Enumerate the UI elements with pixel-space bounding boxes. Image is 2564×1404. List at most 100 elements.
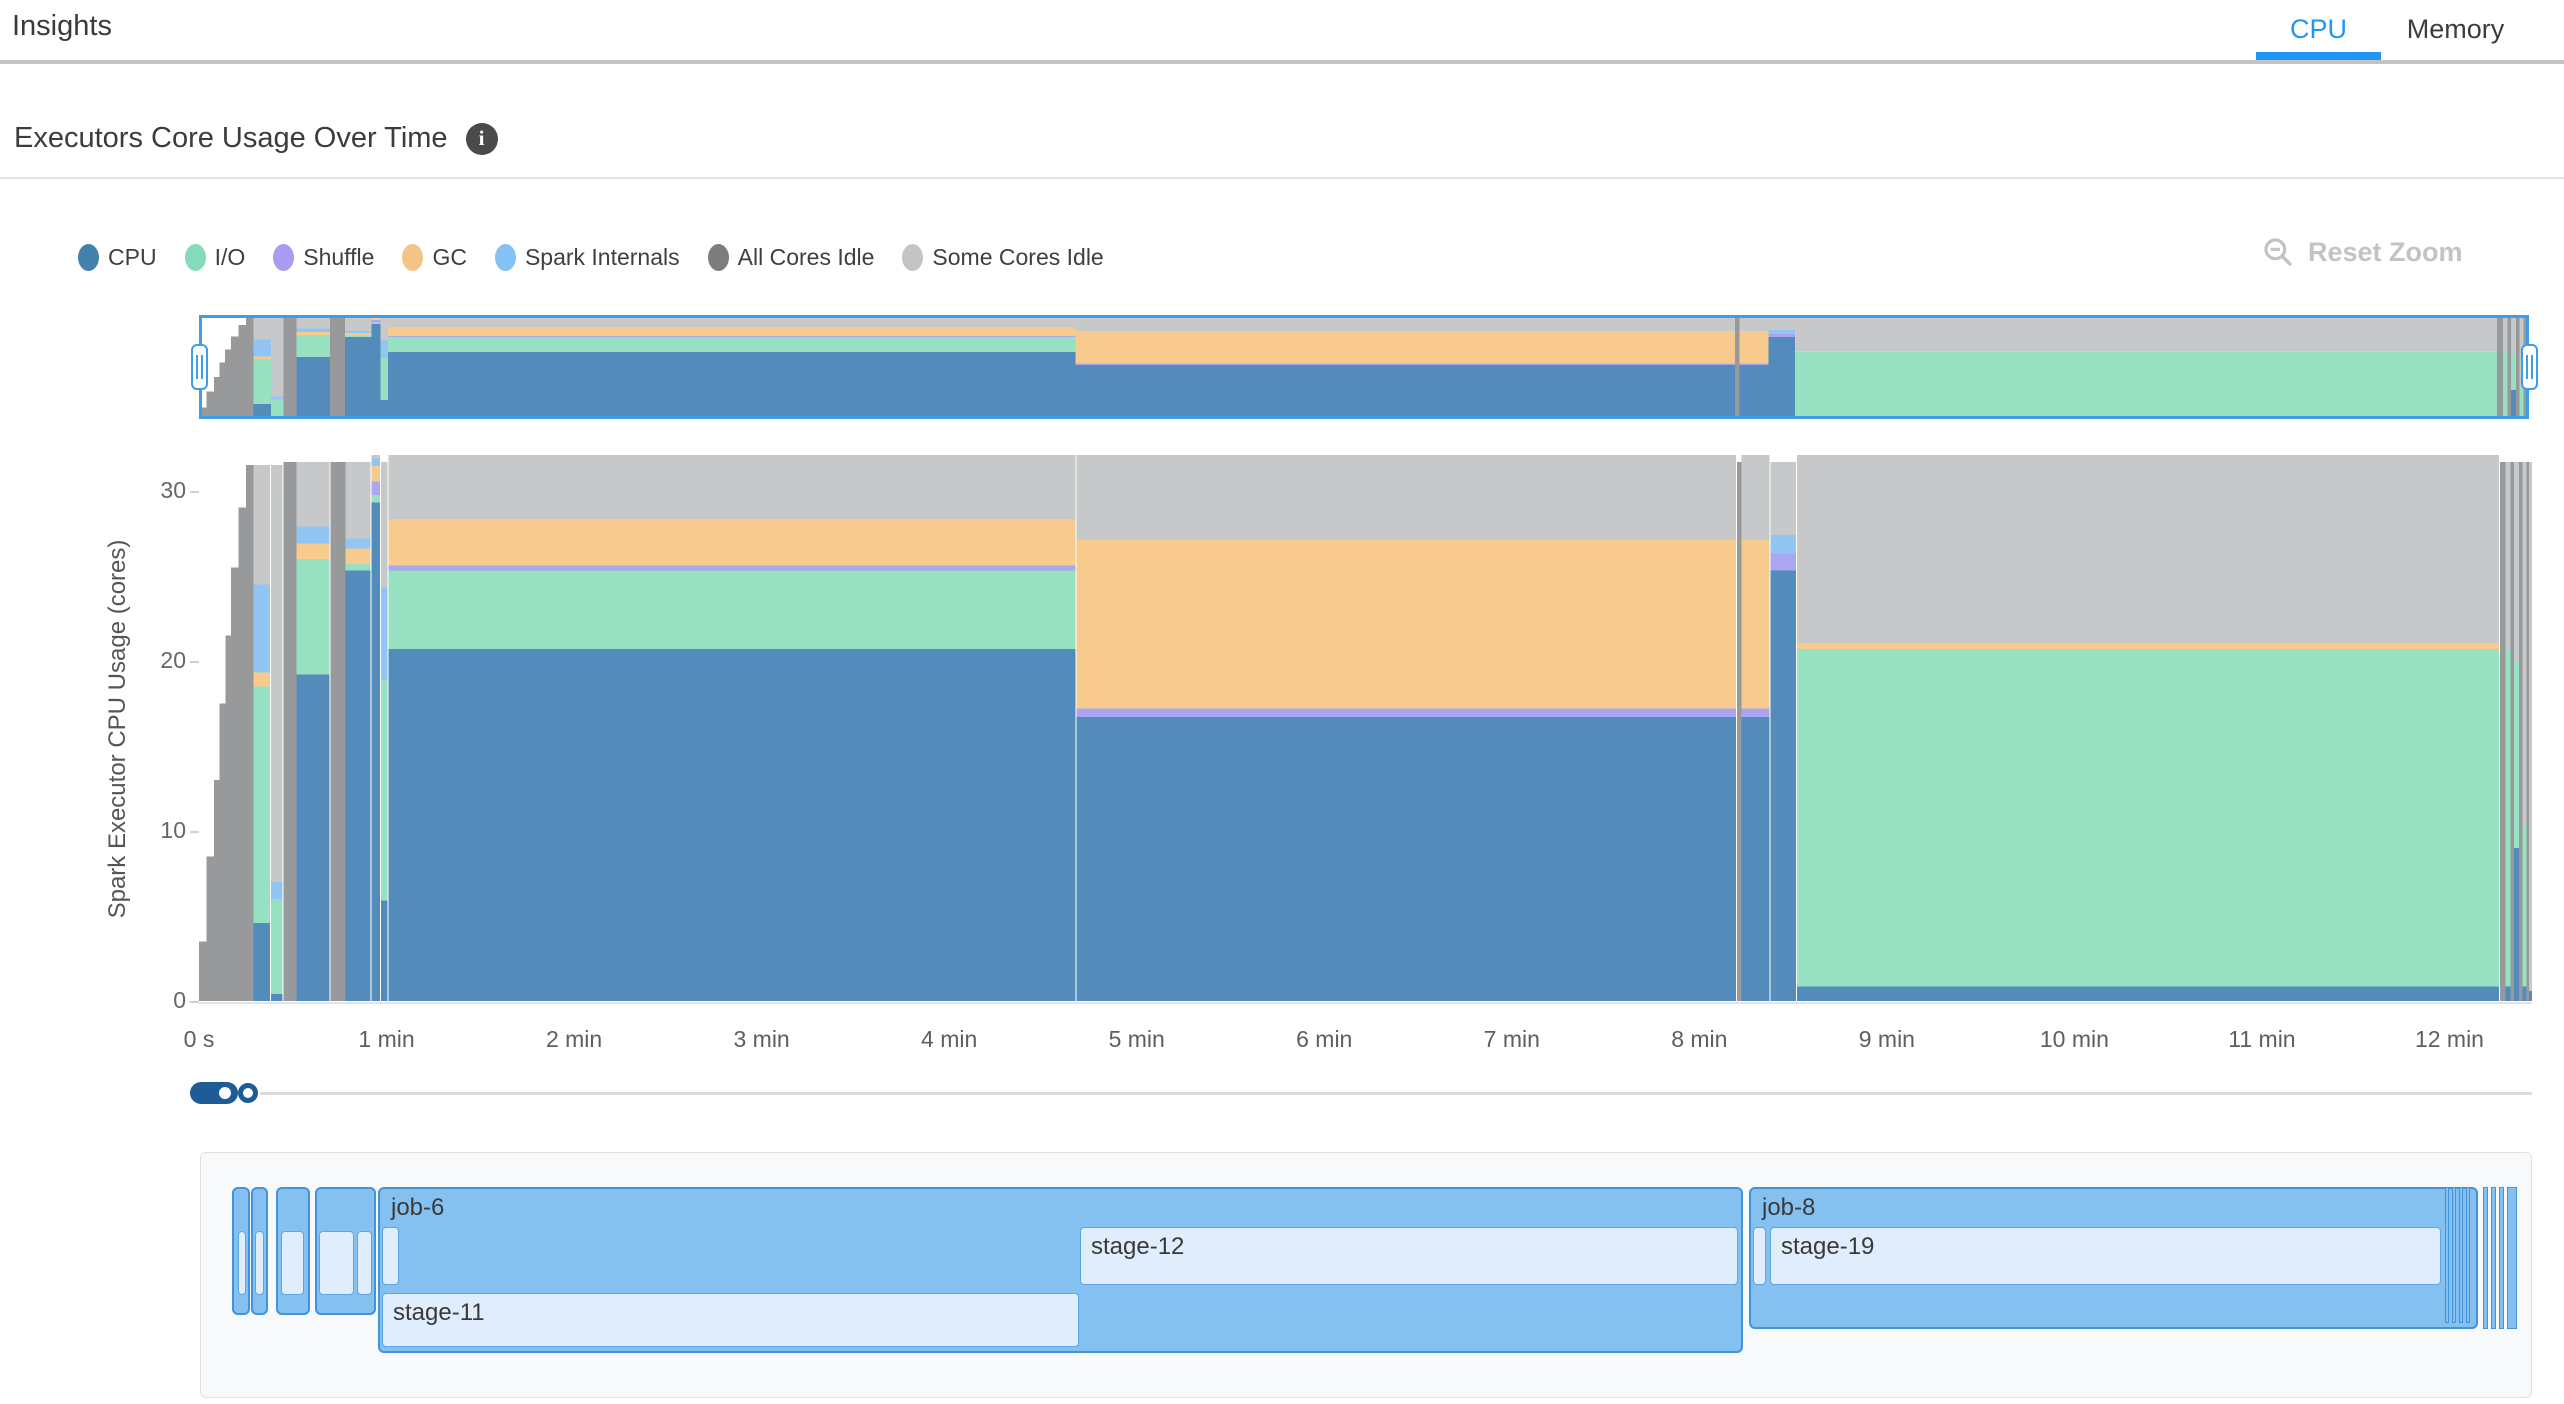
area-gc (371, 317, 381, 321)
brush-grip-icon (2526, 355, 2533, 379)
legend-item-cpu[interactable]: CPU (78, 244, 157, 271)
area-some-cores-idle (371, 315, 381, 316)
x-tick-label: 4 min (921, 1026, 978, 1052)
area-io (1796, 648, 2500, 987)
gantt-stage[interactable] (1753, 1227, 1766, 1285)
area-io (371, 494, 380, 503)
area-gc (296, 331, 331, 335)
y-tick-mark (190, 830, 199, 833)
area-all-cores-idle (1736, 461, 1742, 1001)
area-cpu (2511, 389, 2516, 419)
legend-item-shuffle[interactable]: Shuffle (273, 244, 374, 271)
area-some-cores-idle (1739, 315, 1769, 332)
gantt-job-stripe[interactable] (2491, 1187, 2496, 1329)
zoom-slider-track[interactable] (260, 1092, 2532, 1095)
tab-memory[interactable]: Memory (2406, 14, 2505, 44)
gantt-stage-label: stage-19 (1781, 1233, 1875, 1260)
gantt-job-stripe[interactable] (2452, 1187, 2456, 1323)
gantt-job-stripe[interactable] (2507, 1187, 2517, 1329)
area-internals (345, 330, 372, 333)
area-all-cores-idle (2510, 461, 2515, 1001)
area-all-cores-idle (283, 461, 297, 1001)
area-all-cores-idle (330, 461, 346, 1001)
legend-item-all_idle[interactable]: All Cores Idle (707, 244, 874, 271)
x-tick-label: 2 min (545, 1026, 603, 1052)
area-shuffle (1075, 363, 1735, 365)
area-all-cores-idle (238, 325, 246, 419)
area-all-cores-idle (230, 567, 239, 1001)
info-icon[interactable]: i (465, 122, 498, 155)
gantt-stage[interactable] (281, 1231, 304, 1295)
area-internals (271, 396, 284, 400)
gantt-stage-stage-11[interactable]: stage-11 (382, 1293, 1079, 1347)
area-all-cores-idle (206, 856, 214, 1001)
area-some-cores-idle (2529, 461, 2532, 991)
reset-zoom-button[interactable]: Reset Zoom (2262, 236, 2463, 268)
area-io (1794, 351, 2498, 417)
legend-item-some_idle[interactable]: Some Cores Idle (902, 244, 1104, 271)
area-cpu (380, 399, 389, 419)
area-internals (380, 587, 388, 680)
area-io (345, 335, 372, 338)
area-some-cores-idle (371, 455, 380, 459)
x-tick-label: 3 min (733, 1026, 790, 1052)
gantt-job-stripe[interactable] (2445, 1187, 2449, 1323)
overview-chart-canvas[interactable] (199, 315, 2529, 419)
area-all-cores-idle (219, 362, 226, 419)
gantt-stage[interactable] (255, 1231, 264, 1295)
gantt-stage-stage-12[interactable]: stage-12 (1080, 1227, 1738, 1285)
gantt-stage-stage-19[interactable]: stage-19 (1770, 1227, 2441, 1285)
active-tab-underline (2256, 52, 2381, 60)
y-tick-label: 20 (160, 646, 186, 673)
zoom-slider-thumb[interactable] (238, 1083, 258, 1103)
area-all-cores-idle (283, 316, 297, 419)
area-some-cores-idle (2505, 461, 2511, 649)
area-io (380, 357, 389, 400)
legend-item-internals[interactable]: Spark Internals (494, 244, 680, 271)
gantt-job-stripe[interactable] (2466, 1187, 2470, 1323)
area-io (371, 322, 381, 325)
area-cpu (388, 351, 1076, 419)
area-cpu (253, 922, 271, 1001)
area-cpu (2505, 986, 2511, 1001)
brush-handle-right[interactable] (2521, 344, 2538, 390)
y-axis-title: Spark Executor CPU Usage (cores) (104, 539, 131, 919)
tab-cpu[interactable]: CPU (2289, 14, 2347, 44)
area-cpu (1770, 570, 1796, 1001)
section-divider (0, 177, 2564, 179)
area-cpu (2519, 416, 2524, 419)
area-io (271, 898, 283, 995)
header-divider (0, 60, 2564, 64)
gantt-job-stripe[interactable] (2459, 1187, 2463, 1323)
gantt-stage[interactable] (357, 1231, 372, 1295)
area-all-cores-idle (225, 635, 231, 1001)
brush-handle-left[interactable] (191, 344, 208, 390)
x-axis-line (199, 1002, 2532, 1004)
overview-chart[interactable] (199, 315, 2529, 419)
x-tick-label: 9 min (1858, 1026, 1915, 1052)
area-cpu (2522, 986, 2527, 1001)
area-io (271, 399, 284, 418)
area-some-cores-idle (2502, 316, 2508, 352)
legend-item-gc[interactable]: GC (402, 244, 467, 271)
area-cpu (2526, 417, 2529, 419)
area-all-cores-idle (2500, 461, 2506, 1001)
area-gc (388, 327, 1076, 337)
gantt-stage[interactable] (319, 1231, 354, 1295)
gantt-job-stripe[interactable] (2483, 1187, 2488, 1329)
area-some-cores-idle (388, 315, 1076, 328)
gantt-stage[interactable] (382, 1227, 399, 1285)
gantt-stage[interactable] (238, 1231, 246, 1295)
legend-marker-gc (402, 244, 424, 271)
area-gc (345, 548, 371, 564)
area-io (2505, 648, 2511, 987)
main-chart-canvas[interactable] (199, 455, 2532, 1001)
x-tick-label: 8 min (1671, 1026, 1728, 1052)
executors-toggle-knob[interactable] (215, 1083, 235, 1103)
area-cpu (271, 417, 284, 419)
gantt-job-stripe[interactable] (2499, 1187, 2504, 1329)
area-some-cores-idle (345, 461, 371, 539)
area-all-cores-idle (2497, 316, 2503, 419)
legend-item-io[interactable]: I/O (184, 244, 245, 271)
